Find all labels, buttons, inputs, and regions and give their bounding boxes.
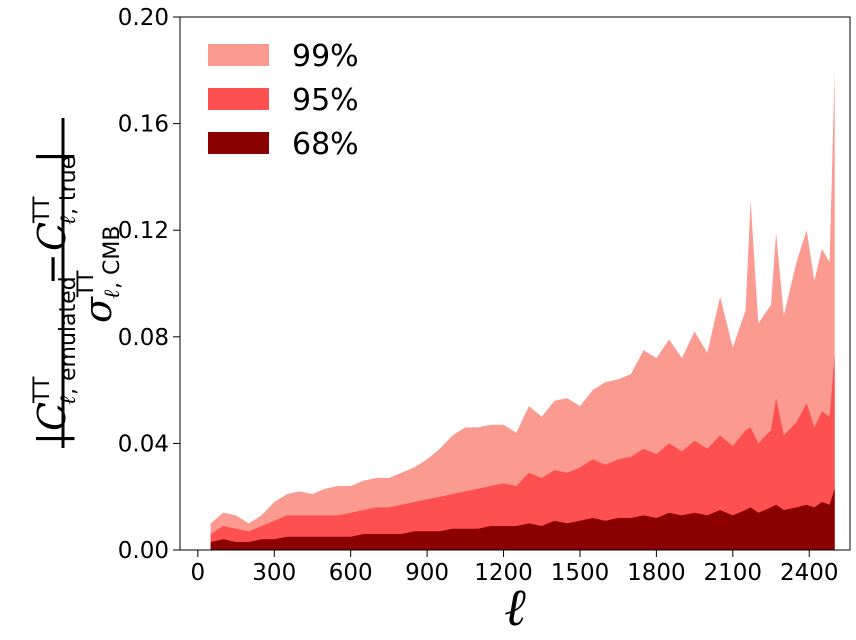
x-tick-label: 1200 <box>474 560 533 586</box>
svg-text:C: C <box>30 222 74 251</box>
y-tick-label: 0.04 <box>118 431 169 457</box>
y-tick-label: 0.12 <box>118 218 169 244</box>
x-tick-label: 0 <box>191 560 206 586</box>
x-axis: 0 300 600 900 1200 1500 1800 2100 2400 <box>191 550 839 586</box>
series-area-3 <box>210 488 835 550</box>
legend-swatch <box>208 88 269 110</box>
y-tick-label: 0.20 <box>118 5 169 31</box>
x-tick-label: 600 <box>329 560 373 586</box>
legend-label: 95% <box>292 83 359 118</box>
svg-text:σ: σ <box>76 296 120 323</box>
x-tick-label: 1500 <box>551 560 610 586</box>
svg-text:ℓ: ℓ <box>56 395 81 405</box>
svg-text:−: − <box>30 253 74 285</box>
x-axis-label: ℓ <box>504 578 526 638</box>
series-area-1 <box>210 70 835 551</box>
x-tick-label: 1800 <box>627 560 686 586</box>
series-layer <box>210 70 835 551</box>
y-tick-label: 0.08 <box>118 325 169 351</box>
legend-label: 99% <box>292 39 359 74</box>
svg-text:TT: TT <box>30 196 55 224</box>
x-tick-label: 2100 <box>704 560 763 586</box>
svg-text:ℓ: ℓ <box>100 289 125 299</box>
svg-text:|: | <box>30 432 75 445</box>
y-axis-label: | C TT ℓ , emulated − C TT ℓ , true | σ … <box>30 118 125 448</box>
legend: 99% 95% 68% <box>208 39 359 162</box>
y-axis: 0.00 0.04 0.08 0.12 0.16 0.20 <box>118 5 180 564</box>
svg-text:ℓ: ℓ <box>56 215 81 225</box>
legend-swatch <box>208 132 269 154</box>
svg-text:TT: TT <box>30 376 55 404</box>
plot-frame <box>179 16 851 551</box>
y-axis-label-numerator: | C TT ℓ , emulated − C TT ℓ , true | <box>30 150 81 445</box>
series-area-2 <box>210 355 835 550</box>
svg-text:, true: , true <box>56 156 81 215</box>
legend-swatch <box>208 44 269 66</box>
svg-text:|: | <box>30 150 75 163</box>
y-tick-label: 0.16 <box>118 112 169 138</box>
svg-text:, CMB: , CMB <box>100 226 125 289</box>
x-tick-label: 2400 <box>780 560 839 586</box>
svg-text:TT: TT <box>74 270 99 298</box>
x-tick-label: 300 <box>252 560 296 586</box>
svg-text:, emulated: , emulated <box>56 276 81 395</box>
legend-label: 68% <box>292 127 359 162</box>
y-tick-label: 0.00 <box>118 538 169 564</box>
y-axis-label-denominator: σ TT ℓ , CMB <box>74 226 125 323</box>
x-tick-label: 900 <box>405 560 449 586</box>
svg-text:C: C <box>30 402 74 431</box>
